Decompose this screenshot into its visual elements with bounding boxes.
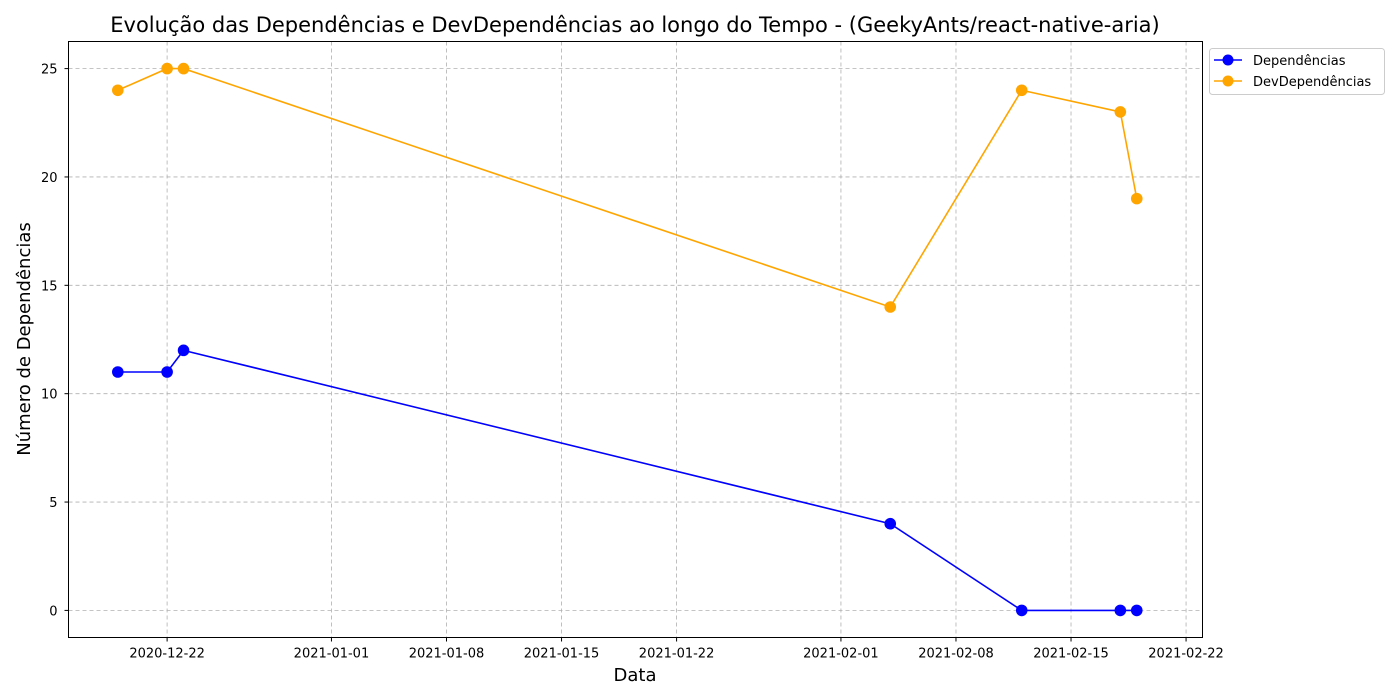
legend-marker-devdependencias (1222, 75, 1234, 87)
y-tick-label: 20 (41, 171, 58, 186)
data-point-devdependencias (1114, 106, 1127, 118)
x-tick-label: 2020-12-22 (129, 647, 205, 662)
y-tick-label: 5 (49, 496, 57, 511)
y-tick-label: 0 (49, 604, 57, 619)
legend-box (1209, 48, 1385, 95)
series-line-devdependencias (117, 67, 1138, 308)
y-tick-label: 15 (41, 279, 58, 294)
data-point-devdependencias (884, 301, 897, 313)
x-tick-label: 2021-01-15 (524, 647, 600, 662)
data-point-dependencias (161, 366, 173, 378)
data-point-devdependencias (112, 84, 124, 97)
legend: Dependências DevDependências (1209, 48, 1385, 95)
legend-label-dependencias: Dependências (1253, 54, 1346, 69)
x-tick-label: 2021-01-01 (294, 647, 370, 662)
x-tick-label: 2021-02-22 (1148, 647, 1224, 662)
series-line-dependencias (117, 349, 1137, 612)
data-point-devdependencias (1130, 192, 1143, 205)
x-axis-label: Data (614, 665, 657, 686)
axis-ticks: 2020-12-22 2021-01-01 2021-01-08 2021-01-15… (41, 63, 1224, 662)
y-axis-label: Número de Dependências (14, 222, 35, 456)
x-tick-label: 2021-02-15 (1033, 647, 1109, 662)
data-point-devdependencias (161, 62, 173, 75)
y-tick-label: 10 (41, 388, 58, 403)
data-point-dependencias (1015, 604, 1028, 617)
series-layer (112, 62, 1143, 617)
chart-title: Evolução das Dependências e DevDependênc… (110, 13, 1160, 37)
legend-label-devdependencias: DevDependências (1253, 75, 1371, 90)
grid (68, 41, 1203, 638)
x-tick-label: 2021-02-08 (918, 647, 994, 662)
data-point-dependencias (1114, 604, 1127, 617)
x-tick-label: 2021-01-22 (639, 647, 715, 662)
x-tick-label: 2021-01-08 (409, 647, 485, 662)
data-point-dependencias (177, 344, 190, 357)
data-point-dependencias (1130, 604, 1143, 617)
data-point-devdependencias (177, 62, 190, 75)
x-tick-label: 2021-02-01 (803, 647, 879, 662)
plot-frame (68, 41, 1203, 638)
legend-marker-dependencias (1222, 54, 1234, 66)
data-point-devdependencias (1015, 84, 1028, 97)
data-point-dependencias (112, 366, 124, 378)
data-point-dependencias (884, 517, 897, 530)
y-tick-label: 25 (41, 63, 58, 78)
